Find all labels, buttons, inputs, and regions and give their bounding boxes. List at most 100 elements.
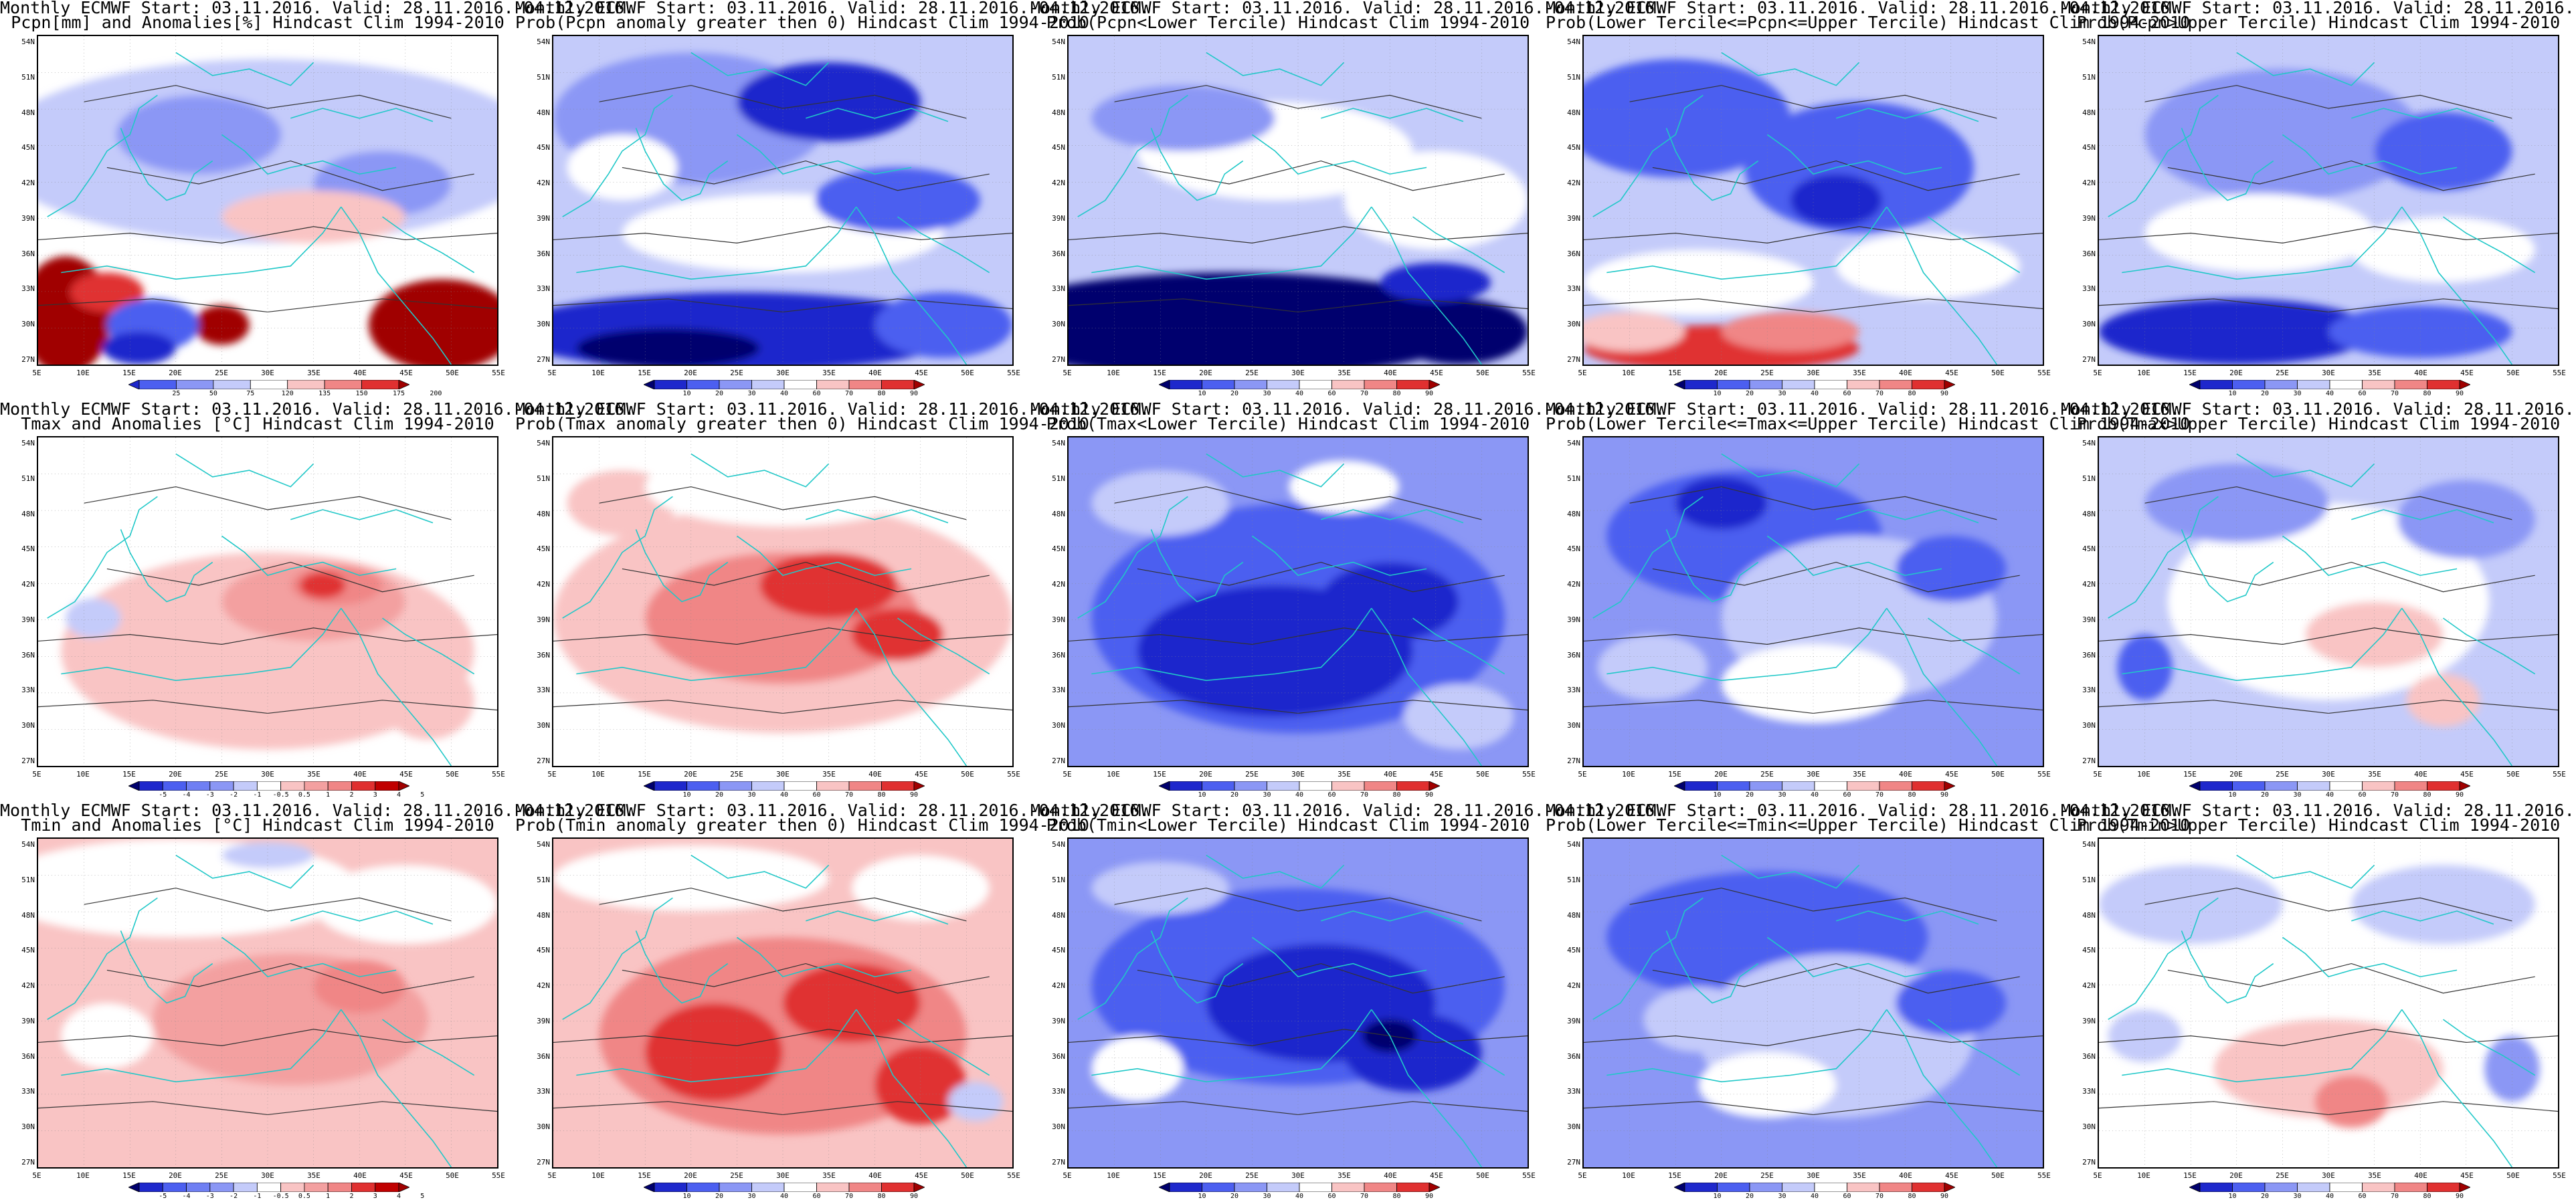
lat-label: 27N [21,1158,35,1167]
contour-line [599,486,967,520]
panel-title-line2: Prob(Tmin<Lower Tercile) Hindcast Clim 1… [1046,815,1530,835]
colorbar-label: 60 [812,390,821,397]
contour-line [38,226,497,243]
lat-label: 39N [21,1016,35,1025]
lat-label: 51N [1052,72,1065,82]
colorbar-label: 90 [2455,390,2464,397]
contour-line [622,963,990,994]
colorbar-segment [686,1183,720,1192]
lat-label: 48N [1052,108,1065,117]
lon-label: 55E [1007,369,1020,377]
lat-label: 33N [21,686,35,695]
lat-label: 42N [1567,981,1580,991]
coastlines [2108,453,2536,766]
lat-label: 42N [537,981,550,991]
map-frame [552,837,1014,1169]
coastline [562,496,673,619]
colorbar-arrow-low [1674,781,1685,791]
lat-label: 51N [1052,474,1065,483]
lon-label: 20E [1199,1171,1212,1180]
lon-label: 30E [2322,369,2335,377]
coastline [341,1009,452,1167]
colorbar-label: 20 [1745,791,1754,799]
field-patch [1721,644,1906,724]
colorbar-segment [816,1183,850,1192]
colorbar-segment [1782,380,1815,389]
coastline [1665,529,1759,603]
lon-label: 10E [2137,770,2150,779]
colorbar-segment [1847,380,1880,389]
lat-label: 51N [1567,875,1580,884]
colorbar-segment [1202,781,1235,791]
lat-label: 36N [21,249,35,258]
colorbar-segment [375,781,399,791]
coastline [1766,936,1942,978]
contour-line [1114,486,1482,520]
lon-label: 15E [638,369,651,377]
colorbar-label: 80 [877,791,886,799]
lat-label: 54N [1052,37,1065,46]
lat-label: 42N [21,580,35,589]
lon-label: 40E [353,1171,367,1180]
colorbar-label: 2 [349,791,354,799]
coastline [635,128,729,201]
lon-label: 20E [169,1171,182,1180]
lat-label: 45N [21,946,35,955]
colorbar-segment [256,1183,282,1192]
colorbar-segment [2362,1183,2395,1192]
colorbar-segment [1364,380,1397,389]
coastline [1150,529,1244,603]
map-frame [552,35,1014,366]
colorbar-label: -4 [182,1193,191,1200]
colorbar-label: 60 [1843,390,1851,397]
coastline [290,509,434,524]
lat-label: 39N [1052,615,1065,624]
panel-title-line2: Prob(Tmax<Lower Tercile) Hindcast Clim 1… [1046,414,1530,433]
lon-label: 25E [1760,369,1774,377]
coastline [691,453,830,488]
colorbar-label: -0.5 [272,1193,289,1200]
lon-label: 5E [2093,770,2102,779]
panel-title-line2: Prob(Tmin>Upper Tercile) Hindcast Clim 1… [2076,815,2561,835]
colorbar-label: 60 [1327,390,1336,397]
field-patch [2484,1035,2540,1102]
colorbar-segment [186,1183,211,1192]
panel-title-line2: Prob(Tmax>Upper Tercile) Hindcast Clim 1… [2076,414,2561,433]
coastline [341,206,452,365]
colorbar-label: 10 [682,1193,691,1200]
shaded-field [1584,36,2043,365]
coastline [2122,607,2403,682]
lon-label: 5E [2093,369,2102,377]
shaded-field [2099,36,2558,365]
lon-label: 55E [2553,1171,2566,1180]
colorbar [128,781,409,791]
coastline [736,535,912,577]
lon-label: 55E [2553,369,2566,377]
lon-label: 50E [961,770,974,779]
field-patch [1069,272,1482,365]
lon-label: 30E [261,369,274,377]
lat-label: 30N [2082,320,2096,329]
colorbar-segment [1364,1183,1397,1192]
colorbar-label: 10 [1198,1193,1206,1200]
colorbar-segment [1912,380,1945,389]
colorbar-segment [1814,380,1847,389]
lat-label: 36N [2082,249,2096,258]
colorbar-segment [1912,781,1945,791]
lon-label: 30E [776,1171,790,1180]
contour-line [2167,561,2535,593]
colorbar-label: 80 [1908,390,1916,397]
lat-label: 51N [21,474,35,483]
map-panel-p15: Monthly ECMWF Start: 03.11.2016. Valid: … [2061,802,2576,1204]
field-patch [815,167,980,233]
lon-label: 20E [1199,770,1212,779]
colorbar-label: 70 [844,791,854,799]
lat-label: 33N [1567,1087,1580,1096]
colorbar-segment [1749,1183,1782,1192]
lon-label: 5E [32,1171,41,1180]
field-patch [1091,85,1275,151]
lat-label: 42N [537,580,550,589]
colorbar-label: 80 [2423,390,2431,397]
contour-line [1629,85,1997,119]
coastline [382,1019,475,1076]
